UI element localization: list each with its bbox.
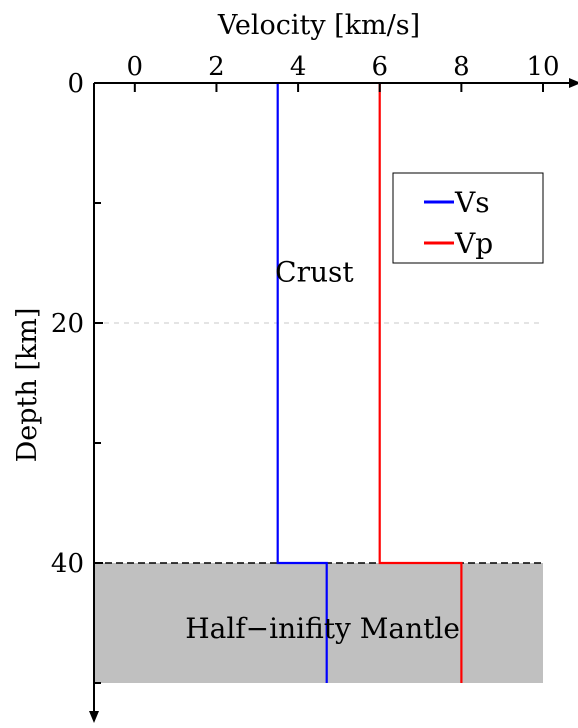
series-layer (276, 83, 463, 683)
legend-label-vp: Vp (454, 227, 493, 260)
y-axis-label: Depth [km] (12, 308, 43, 463)
y-tick-label-40: 40 (51, 549, 84, 579)
legend-label-vs: Vs (454, 186, 490, 219)
x-tick-label-4: 4 (290, 52, 307, 82)
crust-annotation: Crust (275, 256, 354, 289)
series-line-vp (378, 83, 463, 683)
series-line-vs (276, 83, 328, 683)
y-axis-arrow (89, 711, 99, 723)
x-tick-label-2: 2 (208, 52, 225, 82)
mantle-annotation: Half−inifity Mantle (185, 612, 460, 645)
labels-layer: 0 2 4 6 8 10 0 20 40 Velocity [km/s] Depth [km] Cru… (12, 10, 560, 645)
x-tick-label-6: 6 (371, 52, 388, 82)
legend: Vs Vp (392, 172, 544, 264)
legend-box (392, 172, 544, 264)
x-tick-label-0: 0 (127, 52, 144, 82)
regions-layer (94, 563, 543, 683)
x-axis-label: Velocity [km/s] (217, 10, 420, 41)
x-axis-arrow (569, 78, 578, 88)
axes-layer (89, 78, 578, 723)
grid-layer (94, 322, 543, 564)
x-tick-label-10: 10 (526, 52, 559, 82)
x-tick-label-8: 8 (453, 52, 470, 82)
y-tick-label-20: 20 (51, 309, 84, 339)
mantle-region (94, 563, 543, 683)
y-tick-label-0: 0 (67, 69, 84, 99)
